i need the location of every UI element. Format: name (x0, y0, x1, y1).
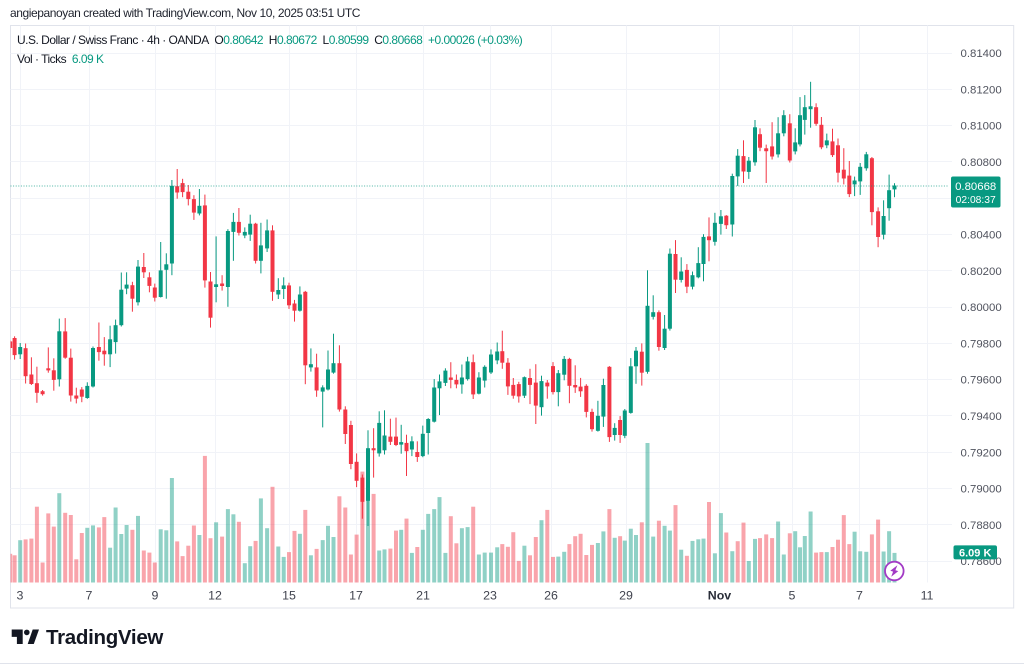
svg-text:0.80000: 0.80000 (961, 302, 1002, 314)
svg-text:9: 9 (152, 589, 159, 603)
svg-text:0.80800: 0.80800 (961, 157, 1002, 169)
svg-text:11: 11 (921, 589, 934, 603)
svg-text:0.79000: 0.79000 (961, 484, 1002, 496)
svg-text:0.78800: 0.78800 (961, 520, 1002, 532)
svg-text:15: 15 (282, 589, 296, 603)
svg-text:21: 21 (416, 589, 430, 603)
svg-text:0.80200: 0.80200 (961, 266, 1002, 278)
svg-text:0.80400: 0.80400 (961, 230, 1002, 242)
svg-text:0.79400: 0.79400 (961, 411, 1002, 423)
svg-text:7: 7 (86, 589, 93, 603)
svg-text:0.80668: 0.80668 (955, 181, 996, 193)
svg-text:3: 3 (17, 589, 24, 603)
svg-text:17: 17 (349, 589, 363, 603)
svg-text:12: 12 (208, 589, 222, 603)
svg-text:23: 23 (483, 589, 497, 603)
svg-text:0.79800: 0.79800 (961, 338, 1002, 350)
svg-text:6.09 K: 6.09 K (959, 547, 991, 559)
svg-text:Nov: Nov (708, 589, 732, 603)
svg-text:5: 5 (789, 589, 796, 603)
svg-text:26: 26 (544, 589, 558, 603)
svg-text:0.79600: 0.79600 (961, 375, 1002, 387)
svg-text:29: 29 (619, 589, 633, 603)
svg-text:0.79200: 0.79200 (961, 447, 1002, 459)
svg-text:0.81400: 0.81400 (961, 48, 1002, 60)
svg-text:7: 7 (856, 589, 863, 603)
svg-text:0.81200: 0.81200 (961, 84, 1002, 96)
svg-text:0.81000: 0.81000 (961, 121, 1002, 133)
svg-text:02:08:37: 02:08:37 (956, 195, 996, 206)
